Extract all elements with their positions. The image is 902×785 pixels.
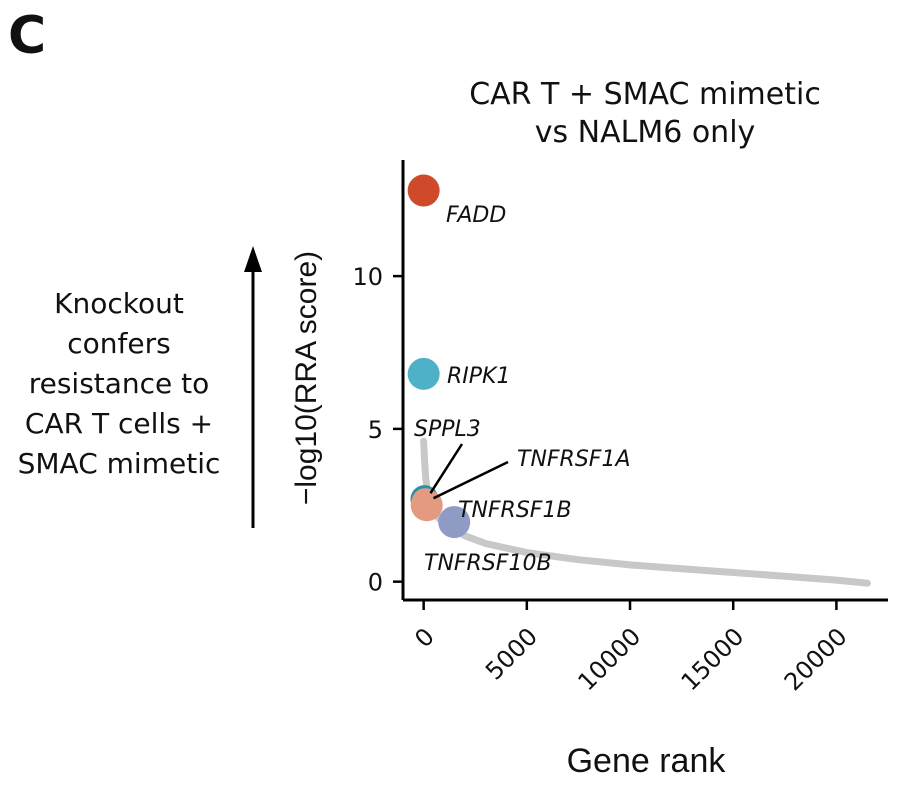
gene-label-ripk1: RIPK1 [447, 364, 510, 389]
gene-label-tnfrsf10b: TNFRSF10B [424, 551, 552, 576]
chart-title: CAR T + SMAC mimetic vs NALM6 only [405, 76, 885, 152]
point-tnfrsf10b [438, 506, 471, 539]
y-tick-label: 5 [368, 416, 383, 444]
annotation-line-3: resistance to [28, 367, 210, 400]
y-axis-title: −log10(RRA score) [290, 251, 323, 505]
plot-area: 0 5 10 0 5000 10000 15000 20000 FADD RIPK1 SPPL3 TN… [352, 160, 888, 696]
x-tick-label: 15000 [676, 622, 750, 696]
gene-label-tnfrsf1b: TNFRSF1B [458, 498, 572, 523]
panel-letter: C [8, 6, 47, 66]
point-fadd [407, 174, 440, 207]
gene-label-fadd: FADD [446, 203, 506, 228]
chart-title-line-2: vs NALM6 only [534, 115, 756, 150]
annotation-line-1: Knockout [54, 287, 184, 320]
x-tick-label: 20000 [779, 622, 853, 696]
x-axis-title: Gene rank [567, 742, 727, 780]
y-tick-label: 10 [352, 263, 383, 291]
gene-label-tnfrsf1a: TNFRSF1A [517, 447, 631, 472]
annotation-line-4: CAR T cells + [24, 407, 214, 440]
point-tnfrsf1b [410, 489, 443, 522]
leader-line-tnfrsf1a [432, 460, 509, 500]
chart-title-line-1: CAR T + SMAC mimetic [469, 77, 821, 112]
gene-label-sppl3: SPPL3 [414, 417, 481, 442]
annotation-line-2: confers [67, 327, 171, 360]
resistance-arrowhead [244, 246, 262, 272]
x-tick-label: 5000 [480, 622, 543, 685]
annotation-line-5: SMAC mimetic [17, 447, 221, 480]
y-tick-label: 0 [368, 569, 383, 597]
leader-line-sppl3 [429, 443, 464, 494]
point-ripk1 [407, 357, 440, 390]
x-tick-label: 0 [409, 622, 440, 653]
resistance-annotation: Knockout confers resistance to CAR T cel… [0, 284, 238, 484]
x-tick-label: 10000 [572, 622, 646, 696]
